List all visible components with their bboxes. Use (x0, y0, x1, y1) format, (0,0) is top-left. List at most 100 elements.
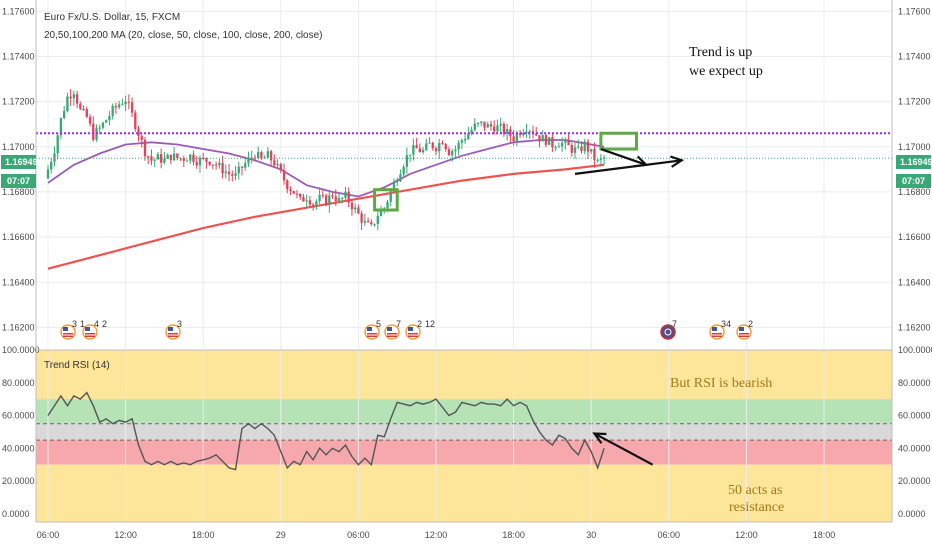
event-marker: 34 (709, 319, 731, 340)
candle-body (182, 158, 185, 161)
candle (499, 117, 502, 133)
event-count: 7 (672, 319, 677, 329)
candle-body (231, 174, 234, 176)
candle (434, 146, 438, 156)
last-price-badge-left: 1.16949 07:07 (1, 155, 38, 188)
us-flag-canton (408, 327, 413, 331)
candle-body (227, 171, 231, 175)
candle-body (541, 135, 544, 142)
candle (496, 119, 499, 133)
candle-body (189, 154, 192, 161)
candle-body (505, 129, 509, 134)
event-count: 34 (721, 319, 731, 329)
us-flag-stripe (85, 333, 95, 335)
candle (299, 193, 302, 201)
candle (544, 133, 548, 148)
candle (247, 151, 250, 168)
x-tick-label: 18:00 (502, 530, 525, 540)
candle-body (169, 154, 173, 161)
candle-body (205, 158, 208, 162)
event-marker: 5 (364, 319, 381, 340)
candle (396, 177, 399, 187)
candle-body (160, 154, 163, 163)
candle-body (124, 101, 127, 105)
candle-body (302, 196, 305, 202)
price-tick-label-left: 1.16200 (2, 322, 35, 332)
candle-body (392, 182, 396, 192)
candle-body (292, 191, 295, 194)
candle-body (528, 131, 531, 133)
candle (577, 139, 580, 150)
price-tick-label-right: 1.17600 (898, 6, 931, 16)
candle (169, 154, 173, 165)
us-flag-canton (387, 327, 392, 331)
candle (431, 141, 434, 151)
candle (117, 100, 121, 110)
candle (195, 156, 198, 169)
rsi-title: Trend RSI (14) (44, 360, 110, 371)
us-flag-canton (739, 327, 744, 331)
candle (328, 190, 331, 213)
candle-body (557, 146, 561, 148)
us-flag-stripe (387, 335, 397, 337)
candle-body (63, 111, 66, 119)
rsi-tick-label-left: 60.0000 (2, 411, 35, 421)
candle-body (509, 129, 512, 137)
candle (389, 189, 392, 207)
candle-body (328, 195, 331, 206)
candle-body (493, 126, 496, 132)
candle-body (496, 125, 499, 132)
candle (205, 157, 208, 169)
candle-body (59, 118, 63, 136)
candle-body (218, 162, 221, 166)
price-arrow-1-head (670, 155, 685, 168)
candle (360, 210, 363, 230)
rsi-tick-label-left: 20.0000 (2, 476, 35, 486)
candle-body (434, 148, 438, 152)
candle-body (525, 131, 528, 133)
candle-body (85, 109, 88, 117)
candle (551, 132, 554, 153)
us-flag-stripe (63, 335, 73, 337)
candle (176, 153, 179, 161)
candle (134, 110, 137, 132)
rsi-arrow-head (592, 432, 607, 444)
candle-body (121, 104, 124, 106)
event-count: 3 (177, 319, 182, 329)
price-tick-label-left: 1.17400 (2, 51, 35, 61)
candle-body (244, 163, 247, 168)
price-levels (36, 132, 892, 159)
candle-body (580, 146, 583, 152)
us-flag-stripe (408, 335, 418, 337)
candle (405, 147, 409, 174)
price-tick-label-left: 1.16800 (2, 187, 35, 197)
candle-body (234, 173, 237, 176)
candle (489, 120, 493, 131)
candle-body (444, 144, 447, 150)
rsi-arrow-shaft (593, 432, 654, 466)
candle (108, 110, 111, 126)
candle-body (593, 148, 596, 160)
candle-body (150, 156, 153, 161)
candle (114, 102, 118, 114)
price-tick-label-right: 1.16600 (898, 232, 931, 242)
candle-body (564, 139, 567, 143)
symbol-title: Euro Fx/U.S. Dollar, 15, FXCM (44, 12, 180, 23)
candle (321, 188, 324, 199)
x-tick-label: 06:00 (347, 530, 370, 540)
price-tick-label-left: 1.17000 (2, 142, 35, 152)
candle (522, 128, 525, 138)
candle (257, 146, 260, 160)
event-count: 5 (376, 319, 381, 329)
rsi-tick-label-right: 60.0000 (898, 411, 931, 421)
candle (596, 158, 599, 163)
candle (337, 192, 341, 204)
candle-body (583, 141, 586, 152)
candle-body (299, 193, 302, 197)
resistance-note-line2: resistance (729, 500, 784, 515)
candle (580, 141, 583, 154)
candle (334, 189, 337, 206)
candle-body (224, 171, 227, 174)
candle (282, 163, 286, 185)
candle-body (438, 143, 441, 152)
